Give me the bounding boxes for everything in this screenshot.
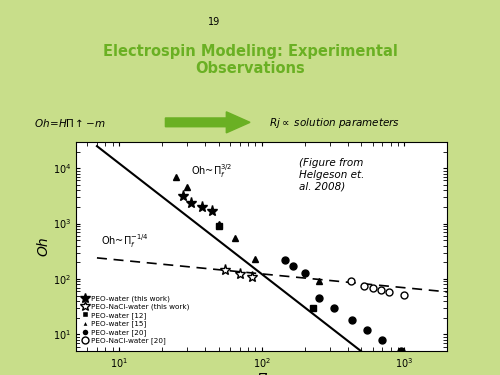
Text: (Figure from
Helgeson et.
al. 2008): (Figure from Helgeson et. al. 2008) xyxy=(299,159,364,192)
Text: 19: 19 xyxy=(208,17,220,27)
Polygon shape xyxy=(166,112,250,133)
Y-axis label: Oh: Oh xyxy=(36,237,50,256)
Text: Oh~$\Pi_f^{-1/4}$: Oh~$\Pi_f^{-1/4}$ xyxy=(101,233,149,250)
Legend: PEO-water (this work), PEO-NaCl-water (this work), PEO-water [12], PEO-water [15: PEO-water (this work), PEO-NaCl-water (t… xyxy=(80,292,192,347)
Text: Electrospin Modeling: Experimental
Observations: Electrospin Modeling: Experimental Obser… xyxy=(102,44,398,76)
Text: Oh~$\Pi_f^{3/2}$: Oh~$\Pi_f^{3/2}$ xyxy=(191,164,232,180)
Text: $Oh\!=\!H\Pi\!\uparrow\!-\!m$: $Oh\!=\!H\Pi\!\uparrow\!-\!m$ xyxy=(34,117,106,129)
X-axis label: Π: Π xyxy=(256,372,267,375)
Text: $Rj \propto$ solution parameters: $Rj \propto$ solution parameters xyxy=(269,116,400,130)
